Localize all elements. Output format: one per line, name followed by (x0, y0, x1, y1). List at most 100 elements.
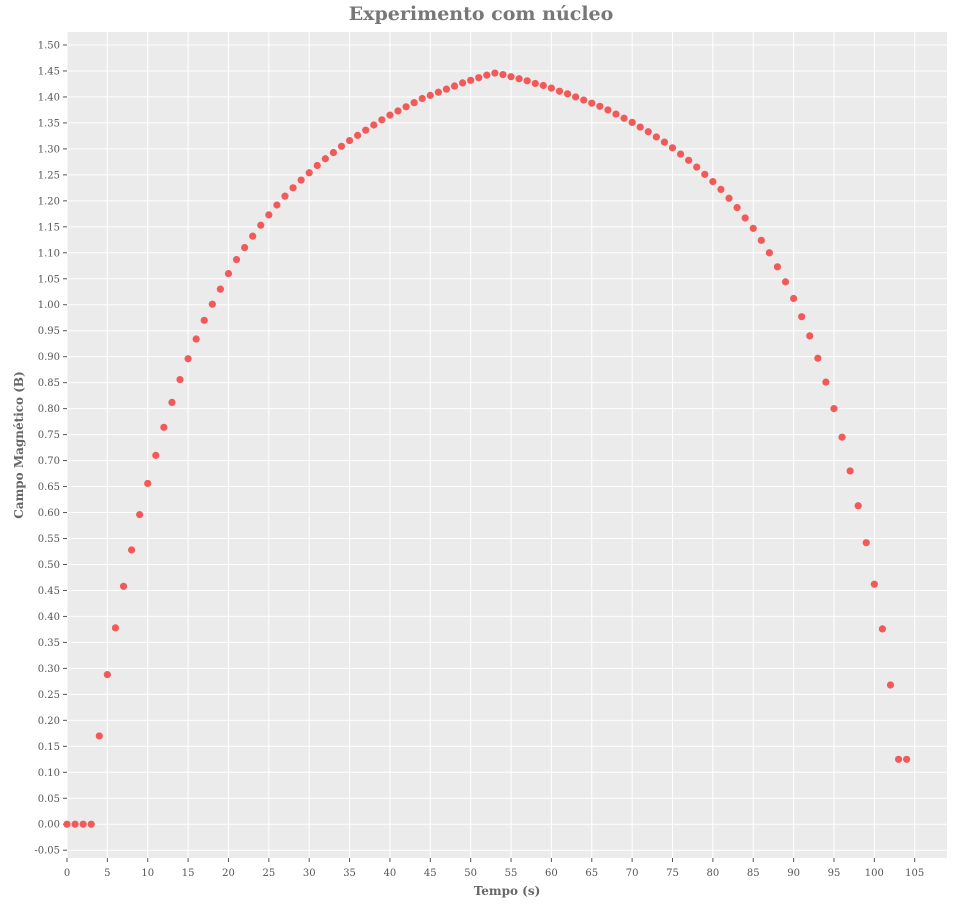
data-point (878, 625, 887, 633)
data-point (580, 96, 588, 104)
data-point (418, 94, 426, 103)
data-point (838, 433, 846, 441)
data-point (111, 624, 120, 632)
data-point (63, 820, 71, 828)
data-point (830, 405, 838, 413)
data-point (200, 316, 208, 324)
data-point (354, 131, 362, 139)
y-tick-label: 1.10 (38, 248, 60, 259)
data-point (87, 820, 95, 828)
x-tick-label: 100 (865, 868, 884, 879)
data-point (402, 103, 410, 111)
data-point (499, 70, 507, 79)
y-tick-label: 0.45 (38, 586, 60, 597)
data-point (555, 87, 564, 95)
data-point (95, 732, 103, 740)
data-point (362, 126, 370, 134)
data-point (127, 546, 136, 554)
data-point (870, 580, 878, 588)
x-tick-label: 50 (464, 868, 477, 879)
data-point (208, 300, 216, 308)
y-tick-label: 0.75 (38, 430, 60, 441)
data-point (329, 148, 338, 157)
y-tick-label: 0.15 (38, 742, 60, 753)
data-point (531, 79, 539, 88)
x-tick-label: 10 (141, 868, 154, 879)
grid-lines (66, 32, 947, 858)
data-point (733, 203, 741, 212)
y-tick-label: 0.40 (38, 612, 60, 623)
data-point (685, 156, 693, 164)
data-point (741, 214, 749, 222)
data-point (822, 378, 830, 386)
data-point (903, 755, 911, 763)
y-tick-label: 1.40 (38, 92, 60, 103)
data-point (507, 73, 515, 81)
data-point (152, 451, 160, 459)
data-point (378, 116, 386, 124)
data-point (273, 201, 281, 209)
data-point (410, 99, 418, 107)
y-tick-label: 0.65 (38, 482, 60, 493)
data-point (781, 278, 790, 286)
x-tick-label: 60 (545, 868, 558, 879)
data-point (160, 423, 168, 431)
data-point (289, 184, 297, 192)
x-tick-label: 5 (104, 868, 110, 879)
data-point (467, 76, 475, 84)
data-point (693, 163, 701, 171)
chart-title: Experimento com núcleo (349, 3, 614, 25)
data-point (136, 511, 144, 519)
data-point (588, 99, 596, 107)
y-tick-label: 1.00 (38, 300, 60, 311)
data-point (321, 155, 329, 163)
y-axis-label: Campo Magnético (B) (12, 371, 26, 519)
y-tick-label: 0.30 (38, 664, 60, 675)
x-tick-label: 70 (626, 868, 639, 879)
data-point (717, 185, 725, 194)
data-point (313, 161, 321, 170)
data-point (176, 375, 184, 384)
y-tick-label: 0.60 (38, 508, 60, 519)
y-tick-label: 1.25 (38, 170, 60, 181)
data-point (257, 221, 265, 229)
data-point (539, 81, 547, 90)
data-point (249, 232, 257, 240)
x-tick-label: 40 (384, 868, 397, 879)
x-tick-label: 90 (787, 868, 800, 879)
x-tick-label: 30 (303, 868, 316, 879)
data-point (119, 582, 128, 590)
data-point (297, 176, 305, 184)
y-tick-label: 0.80 (38, 404, 60, 415)
data-point (547, 84, 556, 92)
data-point (660, 138, 669, 146)
data-point (798, 313, 806, 321)
data-point (596, 102, 604, 110)
x-tick-label: 35 (343, 868, 356, 879)
y-tick-label: 1.15 (38, 222, 60, 233)
data-point (757, 236, 765, 244)
data-point (144, 479, 152, 488)
y-tick-label: 1.05 (38, 274, 60, 285)
data-point (806, 332, 814, 340)
data-point (232, 255, 241, 264)
data-point (184, 355, 192, 363)
data-point (483, 71, 491, 79)
data-point (612, 110, 620, 118)
data-point (168, 398, 176, 407)
y-tick-label: 0.55 (38, 534, 60, 545)
y-tick-label: 0.35 (38, 638, 60, 649)
x-tick-label: 95 (828, 868, 841, 879)
data-point (241, 243, 249, 252)
data-point (337, 142, 346, 150)
x-tick-label: 15 (182, 868, 195, 879)
data-point (628, 118, 636, 126)
data-point (216, 285, 224, 293)
data-point (644, 128, 652, 136)
y-tick-label: 1.20 (38, 196, 60, 207)
data-point (604, 106, 612, 114)
y-tick-label: 0.50 (38, 560, 60, 571)
data-point (773, 263, 782, 271)
data-point (394, 107, 402, 115)
data-point (79, 820, 87, 828)
